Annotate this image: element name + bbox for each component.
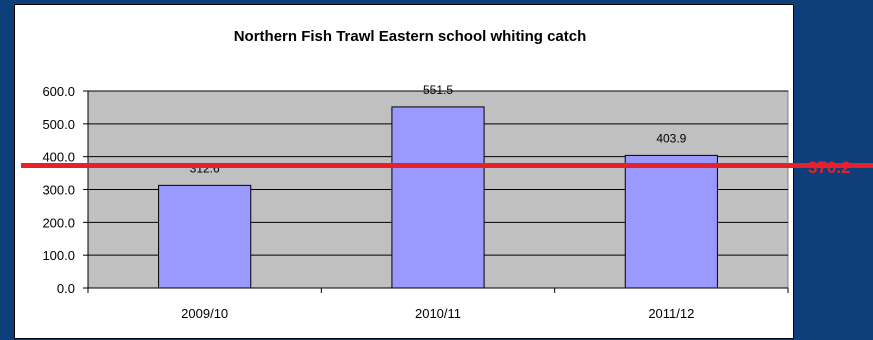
bar — [624, 154, 718, 289]
x-tick-label: 2009/10 — [181, 306, 228, 321]
y-tick-label: 400.0 — [42, 150, 75, 165]
labels: 0.0 100.0 200.0 300.0 400.0 500.0 600.0 312.6 20… — [42, 83, 694, 321]
axes — [83, 90, 789, 293]
x-tick-label: 2010/11 — [415, 306, 461, 321]
x-tick-label: 2011/12 — [648, 306, 694, 321]
y-tick-label: 600.0 — [42, 84, 75, 99]
data-label: 312.6 — [190, 161, 220, 175]
y-tick-label: 300.0 — [42, 183, 75, 198]
data-label: 551.5 — [423, 83, 453, 97]
y-tick-label: 0.0 — [57, 281, 75, 296]
y-tick-label: 200.0 — [42, 215, 75, 230]
bar — [158, 184, 252, 289]
y-tick-label: 100.0 — [42, 248, 75, 263]
bars — [158, 106, 718, 289]
data-label: 403.9 — [656, 131, 686, 145]
reference-line-label: 370.2 — [808, 158, 851, 177]
y-tick-label: 500.0 — [42, 117, 75, 132]
chart-panel: Northern Fish Trawl Eastern school whiti… — [14, 4, 794, 339]
bar-chart: Northern Fish Trawl Eastern school whiti… — [42, 28, 789, 321]
bar — [391, 106, 485, 289]
chart-title: Northern Fish Trawl Eastern school whiti… — [234, 28, 587, 45]
